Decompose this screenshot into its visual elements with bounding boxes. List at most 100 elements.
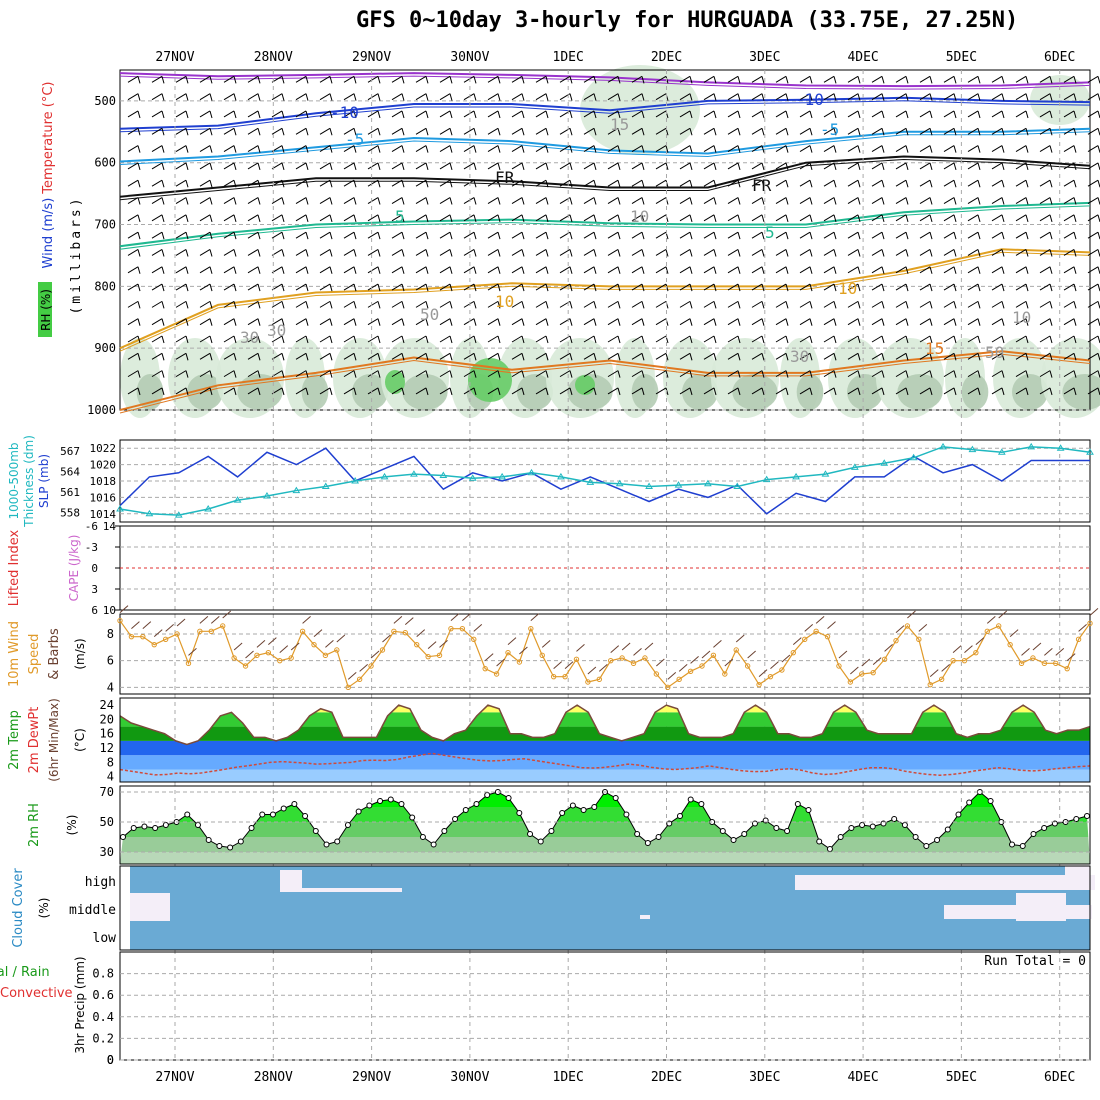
wind-barb (775, 127, 787, 135)
wind-barb (161, 283, 165, 292)
wind-speed-marker (961, 657, 968, 664)
rh-marker (269, 811, 276, 818)
wind-speed-marker (128, 633, 135, 640)
wind-barb (391, 352, 403, 360)
wind-barb (967, 110, 979, 118)
wind-barb (857, 266, 861, 274)
wind-barb (1001, 110, 1005, 119)
wind-barb (329, 249, 333, 257)
wind-barb (1015, 387, 1027, 395)
wind-barb (895, 231, 907, 239)
wind-barb (737, 232, 741, 240)
thickness-marker (468, 474, 477, 481)
wind-barb (641, 197, 645, 205)
wind-barb (1087, 352, 1099, 360)
wind-barb (343, 387, 355, 395)
wind-barb (655, 300, 667, 308)
wind-barb (737, 162, 741, 171)
wind-barb (655, 162, 667, 170)
wind-barb (305, 353, 309, 361)
wind-barb (319, 335, 331, 343)
wind-barb (439, 127, 451, 135)
wind-barb (1025, 232, 1029, 240)
wind-speed-marker (391, 628, 397, 635)
wind-barb (367, 318, 379, 326)
wind-barb (137, 283, 141, 292)
wind-barb (247, 214, 259, 222)
wind-barb (415, 352, 427, 360)
wind-barb (247, 387, 259, 395)
wind-speed-marker (767, 673, 774, 680)
isotherm-line (119, 158, 1091, 201)
surface-wind-barb (667, 671, 677, 680)
wind-barb (247, 318, 259, 326)
wind-barb (823, 370, 835, 378)
wind-barb (439, 162, 451, 170)
wind-barb (919, 370, 931, 378)
wind-barb (247, 249, 259, 256)
wind-barb (401, 318, 405, 326)
wind-barb (895, 127, 907, 135)
wind-barb (799, 266, 811, 274)
wind-barb (857, 370, 861, 378)
wind-barb (545, 335, 549, 344)
contour-label: FR (495, 168, 515, 187)
wind-barb (185, 93, 189, 101)
wind-barb (929, 318, 933, 326)
wind-barb (761, 145, 765, 153)
wind-speed-marker (356, 676, 363, 683)
wind-barb (727, 335, 739, 343)
wind-barb (847, 179, 859, 187)
wind-barb (271, 300, 283, 308)
wind-barb (593, 370, 597, 378)
wind-barb (1063, 231, 1075, 239)
wind-barb (569, 128, 573, 136)
wind-barb (209, 128, 213, 136)
wind-barb (833, 76, 837, 84)
contour-label: 10 (495, 292, 514, 311)
wind-barb (185, 232, 189, 240)
wind-barb (689, 180, 693, 188)
wind-barb (881, 232, 885, 240)
wind-barb (833, 249, 837, 257)
wind-barb (353, 335, 357, 344)
wind-barb (233, 318, 237, 326)
wind-barb (223, 387, 235, 395)
date-label-top: 2DEC (651, 50, 682, 65)
wind-barb (881, 370, 885, 378)
wind-barb (209, 145, 213, 153)
wind-barb (1063, 197, 1075, 204)
wind-barb (1049, 128, 1053, 136)
wind-barb (847, 300, 859, 308)
wind-barb (425, 232, 429, 240)
wind-barb (881, 335, 885, 344)
wind-barb (175, 231, 187, 239)
wind-barb (895, 370, 907, 378)
wind-barb (127, 335, 139, 343)
wind-barb (799, 300, 811, 308)
wind-barb (535, 75, 547, 83)
wind-barb (799, 179, 811, 187)
wind-barbs (127, 75, 1100, 396)
wind-barb (679, 93, 691, 101)
date-label-top: 4DEC (847, 50, 878, 65)
wind-barb (967, 93, 979, 101)
wind-barb (305, 180, 309, 188)
cloud-level-label: low (93, 931, 117, 946)
wind-barb (607, 300, 619, 308)
wind-barb (1039, 110, 1051, 118)
rh-marker (923, 843, 930, 849)
wind-barb (977, 197, 981, 205)
wind-barb (377, 387, 381, 396)
wind-barb (473, 76, 477, 84)
wind-speed-marker (505, 649, 511, 656)
surface-wind-barb (884, 643, 893, 652)
wind-barb (1001, 283, 1005, 292)
rh-marker (302, 813, 309, 819)
cloud-panel-frame (119, 865, 1091, 951)
wind-barb (905, 214, 909, 222)
wind-barb (895, 93, 907, 101)
wind-barb (1063, 387, 1075, 395)
wind-barb (679, 387, 691, 395)
wind-barb (1025, 162, 1029, 171)
